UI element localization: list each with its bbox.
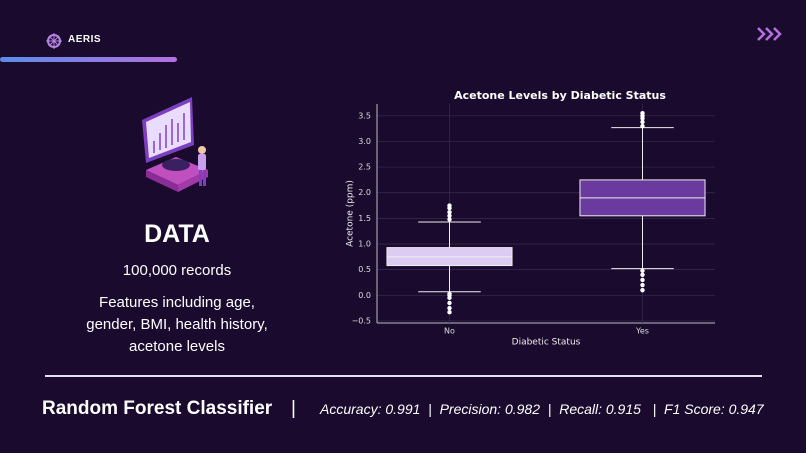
outlier [640,277,645,283]
y-tick-label: 3.0 [358,137,371,146]
outlier [640,282,645,288]
metric: F1 Score: 0.947 [664,401,764,417]
logo-icon [46,33,62,49]
features-line: Features including age, [99,294,255,311]
outlier [640,272,645,277]
outlier [640,287,645,293]
features-line: acetone levels [129,338,225,355]
y-tick-label: 2.0 [358,188,371,197]
divider: | [291,398,296,419]
outlier [447,203,452,208]
features: Features including age, gender, BMI, hea… [47,292,307,358]
metric-separator: | [547,401,552,417]
nav-arrows[interactable] [756,26,784,42]
y-tick-label: 0.0 [358,291,371,300]
chart: Acetone Levels by Diabetic Status −0.5 0.0… [346,89,715,348]
y-axis-label: Acetone (ppm) [346,180,356,247]
metric: Recall: 0.915 [559,401,641,417]
panel-heading: DATA [144,220,210,248]
y-tick-label: 1.0 [358,240,371,249]
metrics: Accuracy: 0.991 | Precision: 0.982 | Rec… [320,401,764,417]
y-tick-label: 3.5 [358,111,371,120]
metric-separator: | [652,401,657,417]
outlier [447,300,452,306]
records: 100,000 records [122,262,232,279]
outlier [447,310,452,315]
outlier [640,119,645,125]
divider-line [45,375,762,377]
outlier [447,210,452,215]
y-tick-label: 2.5 [358,163,371,172]
brand: AERIS [68,34,102,45]
outlier [447,305,452,311]
accent-bar [0,57,177,62]
outlier [447,291,452,296]
model-name: Random Forest Classifier [42,398,273,419]
chart-title: Acetone Levels by Diabetic Status [454,89,666,102]
outlier [447,217,452,222]
features-line: gender, BMI, health history, [86,316,268,333]
metric: Precision: 0.982 [439,401,540,417]
outlier [640,123,645,129]
outlier [640,268,645,273]
outlier [640,111,645,116]
outlier [447,213,452,219]
illustration [142,97,208,192]
y-tick-label: −0.5 [352,316,371,325]
metric: Accuracy: 0.991 [320,401,421,417]
y-tick-label: 0.5 [358,265,371,274]
x-axis-label: Diabetic Status [512,338,581,348]
x-tick-label: Yes [635,327,649,336]
x-tick-label: No [444,327,455,336]
y-tick-label: 1.5 [358,214,371,223]
metric-separator: | [428,401,432,417]
